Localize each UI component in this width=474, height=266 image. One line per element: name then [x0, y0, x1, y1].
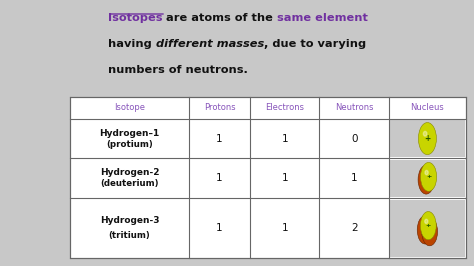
Text: 1: 1 — [282, 173, 288, 183]
Text: having: having — [108, 39, 156, 49]
Text: are atoms of the: are atoms of the — [166, 13, 277, 23]
Ellipse shape — [420, 163, 437, 191]
Text: Isotope: Isotope — [114, 103, 145, 112]
Bar — [390, 120, 465, 157]
Ellipse shape — [421, 223, 425, 228]
Text: 1: 1 — [282, 134, 288, 144]
Ellipse shape — [422, 218, 438, 246]
Bar — [70, 97, 466, 258]
Text: 1: 1 — [216, 223, 223, 233]
Ellipse shape — [418, 165, 434, 194]
Text: Hydrogen–1: Hydrogen–1 — [99, 128, 160, 138]
Text: Hydrogen-2: Hydrogen-2 — [100, 168, 159, 177]
Text: +: + — [424, 134, 430, 143]
Text: Protons: Protons — [204, 103, 235, 112]
Text: Neutrons: Neutrons — [335, 103, 374, 112]
Text: Hydrogen-3: Hydrogen-3 — [100, 216, 159, 225]
Text: (protium): (protium) — [106, 140, 153, 149]
Bar — [390, 200, 465, 256]
Text: 1: 1 — [216, 173, 223, 183]
Text: numbers of neutrons.: numbers of neutrons. — [108, 65, 248, 75]
Text: 1: 1 — [351, 173, 357, 183]
Ellipse shape — [426, 225, 429, 230]
Text: (deuterium): (deuterium) — [100, 179, 159, 188]
Ellipse shape — [417, 216, 433, 244]
Text: Nucleus: Nucleus — [410, 103, 444, 112]
Text: , due to varying: , due to varying — [264, 39, 366, 49]
Ellipse shape — [419, 123, 437, 155]
Ellipse shape — [425, 219, 428, 223]
Text: 0: 0 — [351, 134, 357, 144]
Ellipse shape — [422, 173, 426, 177]
Text: Isotopes: Isotopes — [108, 13, 166, 23]
Text: +: + — [426, 223, 431, 228]
Text: same element: same element — [277, 13, 368, 23]
Text: 1: 1 — [282, 223, 288, 233]
Bar — [390, 160, 465, 197]
Text: 2: 2 — [351, 223, 357, 233]
Ellipse shape — [425, 171, 428, 175]
Ellipse shape — [423, 131, 427, 136]
Text: +: + — [426, 174, 431, 179]
Ellipse shape — [420, 211, 436, 240]
Text: (tritium): (tritium) — [109, 231, 150, 240]
Text: different masses: different masses — [156, 39, 264, 49]
Text: Electrons: Electrons — [265, 103, 304, 112]
Text: 1: 1 — [216, 134, 223, 144]
